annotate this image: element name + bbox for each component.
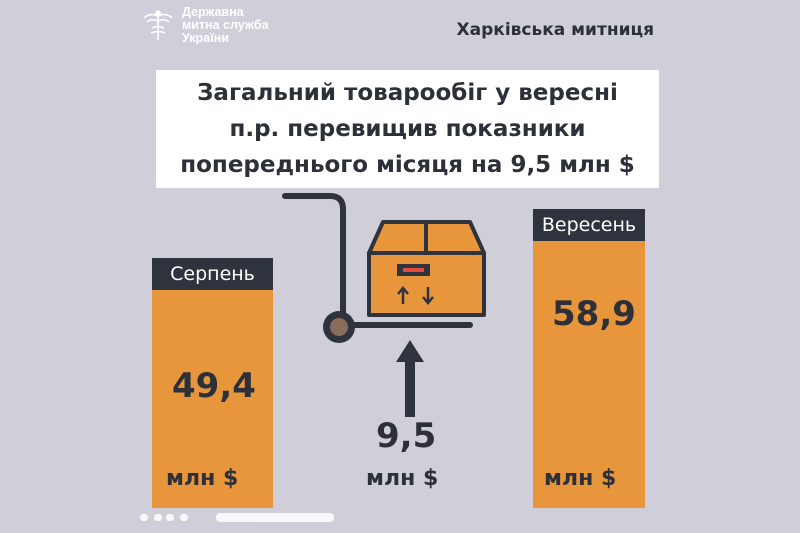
headline-line-2: п.р. перевищив показники bbox=[229, 116, 586, 142]
logo-line-2: митна служба bbox=[182, 18, 269, 32]
august-unit: млн $ bbox=[166, 466, 239, 491]
headline-box: Загальний товарообіг у вересні п.р. пере… bbox=[156, 70, 659, 188]
headline-line-1: Загальний товарообіг у вересні bbox=[197, 80, 618, 106]
logo-line-3: України bbox=[182, 31, 229, 45]
headline-line-3: попереднього місяця на 9,5 млн $ bbox=[180, 152, 635, 178]
september-label: Вересень bbox=[533, 209, 645, 241]
blurred-footer-watermark bbox=[140, 513, 334, 522]
customs-office-title: Харківська митниця bbox=[456, 20, 654, 40]
up-arrow-icon bbox=[396, 340, 424, 417]
september-unit: млн $ bbox=[544, 466, 617, 491]
difference-unit: млн $ bbox=[366, 466, 439, 491]
customs-service-logo: Державна митна служба України bbox=[140, 6, 300, 48]
box-on-hand-truck-icon bbox=[282, 193, 486, 343]
customs-emblem-icon bbox=[143, 10, 173, 40]
september-bar bbox=[533, 241, 645, 508]
august-value: 49,4 bbox=[172, 366, 256, 406]
difference-value: 9,5 bbox=[376, 416, 437, 456]
august-bar bbox=[152, 290, 273, 508]
august-label: Серпень bbox=[152, 258, 273, 290]
logo-text: Державна митна служба України bbox=[182, 6, 268, 45]
logo-line-1: Державна bbox=[182, 5, 244, 19]
september-value: 58,9 bbox=[552, 294, 636, 334]
